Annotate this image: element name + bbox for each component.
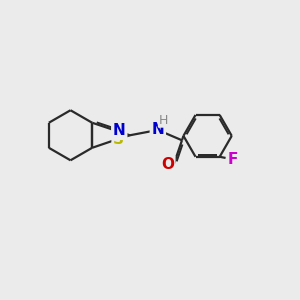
Text: N: N [152, 122, 164, 137]
Text: F: F [228, 152, 238, 166]
Text: O: O [161, 157, 174, 172]
Text: N: N [113, 123, 126, 138]
Text: H: H [158, 114, 168, 127]
Text: S: S [113, 132, 124, 147]
